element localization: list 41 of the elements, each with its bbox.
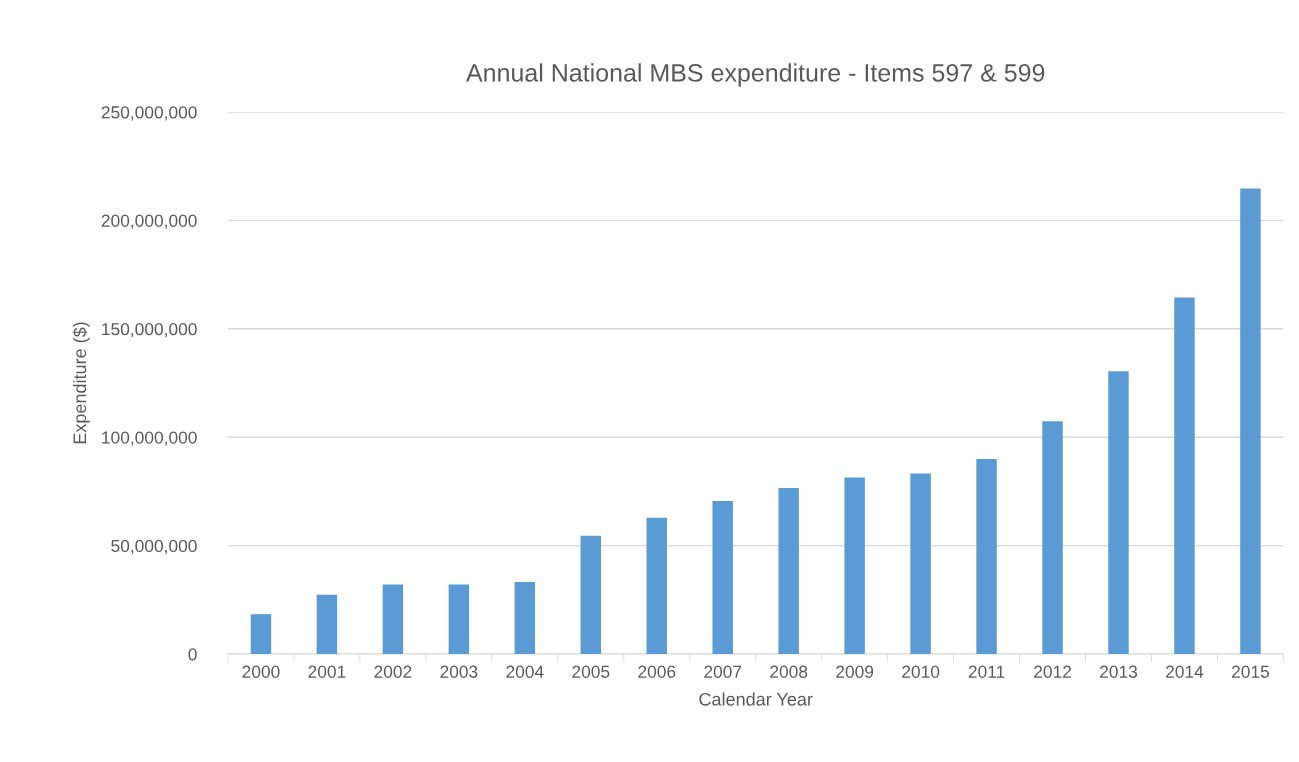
bar (1240, 188, 1261, 655)
x-tick-label: 2007 (704, 665, 742, 678)
bar (580, 535, 602, 655)
y-axis-title: Expenditure ($) (72, 322, 90, 444)
y-tick-label: 200,000,000 (101, 214, 197, 229)
bar (976, 459, 997, 655)
bar (910, 473, 931, 655)
bar (316, 594, 338, 655)
x-tick-label: 2004 (506, 665, 544, 678)
x-tick-label: 2005 (572, 665, 610, 678)
y-tick-label: 150,000,000 (102, 322, 197, 338)
x-tick-label: 2008 (770, 665, 808, 678)
bar (1108, 371, 1129, 655)
bar (1174, 297, 1195, 655)
x-tick-label: 2002 (374, 665, 412, 678)
y-tick-label: 250,000,000 (101, 106, 197, 121)
x-tick-label: 2014 (1166, 665, 1204, 678)
y-tick-label: 100,000,000 (102, 431, 197, 446)
x-tick-label: 2000 (242, 665, 280, 678)
x-tick-label: 2012 (1034, 665, 1071, 678)
x-tick-label: 2015 (1231, 665, 1270, 678)
x-tick-label: 2011 (968, 665, 1005, 678)
bar (1042, 421, 1063, 655)
x-tick-label: 2006 (638, 665, 676, 678)
x-tick-label: 2013 (1100, 665, 1138, 678)
bar (514, 582, 536, 655)
bar (250, 614, 272, 655)
bar (646, 517, 667, 655)
bar (844, 477, 865, 655)
chart-title: Annual National MBS expenditure - Items 597 & 599 (466, 63, 1045, 87)
x-tick-label: 2001 (308, 665, 346, 678)
y-tick-label: 0 (188, 648, 197, 661)
x-tick-label: 2003 (440, 665, 478, 678)
bar (448, 584, 470, 655)
bar (778, 487, 799, 655)
bar (382, 584, 404, 655)
x-tick-label: 2010 (902, 665, 940, 678)
y-tick-label: 50,000,000 (111, 539, 197, 555)
x-tick-label: 2009 (836, 665, 874, 678)
x-axis-title: Calendar Year (699, 692, 813, 706)
bar (712, 500, 733, 655)
